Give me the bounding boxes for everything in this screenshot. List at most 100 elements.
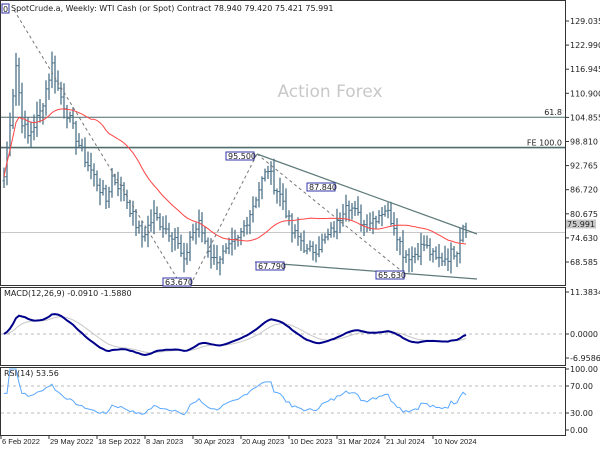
ohlc-bar bbox=[296, 217, 300, 246]
ohlc-bar bbox=[74, 120, 78, 155]
ohlc-bar bbox=[335, 208, 339, 240]
ohlc-bar bbox=[320, 233, 324, 253]
x-tick-label: 31 Mar 2024 bbox=[338, 437, 380, 446]
swing-label: 67.790 bbox=[258, 262, 286, 271]
ohlc-bar bbox=[443, 245, 447, 267]
y-tick-label: 116.945 bbox=[570, 65, 600, 74]
ohlc-bar bbox=[140, 221, 144, 248]
y-tick-label: 110.900 bbox=[570, 89, 600, 98]
rsi-line bbox=[4, 368, 467, 416]
swing-label-box bbox=[225, 151, 255, 161]
ohlc-bar bbox=[278, 177, 282, 207]
ohlc-bar bbox=[365, 214, 369, 233]
chart-title: SpotCrude.a, Weekly: WTI Cash (or Spot) … bbox=[11, 4, 333, 13]
ohlc-bar bbox=[338, 212, 342, 234]
ohlc-bar bbox=[98, 178, 102, 206]
x-tick-label: 18 Sep 2022 bbox=[98, 437, 141, 446]
swing-label: 63.670 bbox=[165, 278, 193, 287]
ohlc-bar bbox=[197, 209, 201, 238]
ohlc-bar bbox=[401, 230, 405, 271]
ohlc-bar bbox=[11, 88, 15, 129]
ohlc-bar bbox=[350, 203, 354, 220]
ohlc-bar bbox=[245, 216, 249, 235]
ohlc-bar bbox=[392, 212, 396, 236]
x-tick-label: 20 Aug 2023 bbox=[242, 437, 284, 446]
ohlc-bar bbox=[218, 256, 222, 276]
ohlc-bar bbox=[224, 243, 228, 254]
swing-label: 87.840 bbox=[309, 183, 337, 192]
ohlc-bar bbox=[431, 248, 435, 263]
ohlc-bar bbox=[104, 184, 108, 209]
swing-label-box bbox=[162, 277, 192, 287]
ohlc-bar bbox=[287, 210, 291, 226]
ohlc-bar bbox=[50, 51, 54, 89]
ohlc-bar bbox=[62, 83, 66, 119]
ohlc-bar bbox=[92, 163, 96, 187]
ohlc-bar bbox=[272, 158, 276, 195]
ohlc-bar bbox=[281, 183, 285, 211]
ohlc-bar bbox=[206, 237, 210, 258]
ohlc-bar bbox=[263, 168, 267, 182]
watermark: Action Forex bbox=[277, 82, 382, 102]
ohlc-bar bbox=[65, 104, 69, 129]
ohlc-bar bbox=[257, 182, 261, 208]
x-tick-label: 10 Dec 2023 bbox=[290, 437, 333, 446]
rsi-y-tick-label: 0.00 bbox=[570, 426, 588, 435]
ohlc-bar bbox=[242, 220, 246, 237]
ohlc-bar bbox=[425, 235, 429, 249]
ohlc-bar bbox=[326, 228, 330, 241]
current-price-badge bbox=[566, 219, 596, 229]
ohlc-bar bbox=[452, 246, 456, 260]
ohlc-bar bbox=[230, 227, 234, 256]
ohlc-bar bbox=[260, 176, 264, 200]
fibonacci-level-label: 61.8 bbox=[544, 108, 562, 117]
moving-average-line bbox=[3, 108, 467, 245]
ohlc-bar bbox=[377, 210, 381, 224]
ohlc-bar bbox=[167, 222, 171, 242]
ohlc-bar bbox=[164, 215, 168, 235]
macd-line bbox=[3, 313, 467, 357]
ohlc-bar bbox=[269, 161, 273, 185]
ohlc-bar bbox=[353, 200, 357, 217]
ohlc-bar bbox=[227, 237, 231, 255]
ohlc-bar bbox=[170, 232, 174, 253]
ohlc-bar bbox=[428, 238, 432, 261]
y-tick-label: 92.765 bbox=[570, 162, 598, 171]
ohlc-bar bbox=[14, 52, 18, 106]
ohlc-bar bbox=[176, 227, 180, 249]
ohlc-bar bbox=[212, 244, 216, 265]
ohlc-bar bbox=[317, 236, 321, 258]
ohlc-bar bbox=[32, 114, 36, 141]
x-tick-label: 8 Jan 2023 bbox=[146, 437, 183, 446]
ohlc-bar bbox=[356, 196, 360, 216]
ohlc-bar bbox=[86, 151, 90, 172]
ohlc-bar bbox=[194, 222, 198, 245]
ohlc-bar bbox=[305, 243, 309, 255]
y-tick-label: 104.855 bbox=[570, 113, 600, 122]
ohlc-bar bbox=[410, 246, 414, 273]
ohlc-bar bbox=[332, 221, 336, 238]
macd-y-tick-label: 11.3834 bbox=[570, 288, 600, 297]
ohlc-bar bbox=[128, 199, 132, 218]
ohlc-bar bbox=[407, 248, 411, 273]
swing-label-box bbox=[375, 270, 405, 280]
ohlc-bar bbox=[221, 245, 225, 265]
ohlc-bar bbox=[200, 212, 204, 243]
ohlc-bar bbox=[131, 200, 135, 226]
ohlc-bar bbox=[203, 226, 207, 245]
ohlc-bar bbox=[179, 234, 183, 257]
ohlc-bar bbox=[314, 244, 318, 263]
swing-label-box bbox=[255, 261, 285, 271]
ohlc-bar bbox=[188, 231, 192, 262]
ohlc-bar bbox=[101, 179, 105, 196]
ohlc-bar bbox=[134, 209, 138, 237]
trendlines bbox=[13, 9, 478, 281]
ohlc-bar bbox=[59, 81, 63, 105]
ohlc-bar bbox=[347, 200, 351, 222]
ohlc-bar bbox=[17, 57, 21, 106]
ohlc-bar bbox=[20, 82, 24, 134]
ohlc-bar bbox=[461, 224, 465, 243]
ohlc-bar bbox=[23, 110, 27, 139]
ohlc-bar bbox=[395, 218, 399, 251]
